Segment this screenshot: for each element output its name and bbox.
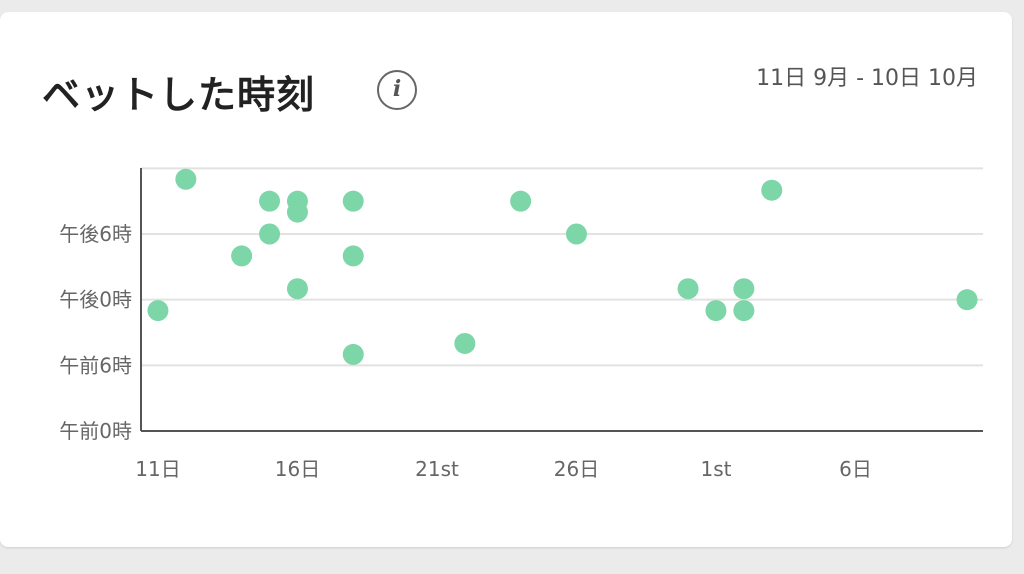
data-point[interactable] [733, 300, 755, 322]
x-tick-label: 1st [701, 457, 732, 481]
x-tick-label: 26日 [554, 457, 599, 481]
data-point[interactable] [565, 223, 587, 245]
data-point[interactable] [677, 278, 699, 300]
y-tick-label: 午後0時 [59, 288, 132, 312]
data-point[interactable] [956, 289, 978, 311]
y-tick-label: 午前6時 [59, 353, 132, 377]
y-tick-label: 午後6時 [59, 222, 132, 246]
data-point[interactable] [342, 245, 364, 267]
data-point[interactable] [761, 179, 783, 201]
data-point[interactable] [259, 223, 281, 245]
data-point[interactable] [705, 300, 727, 322]
data-point[interactable] [175, 168, 197, 190]
x-tick-label: 21st [415, 457, 459, 481]
data-point[interactable] [342, 343, 364, 365]
data-point[interactable] [733, 278, 755, 300]
chart-card [0, 12, 1012, 547]
data-point[interactable] [286, 201, 308, 223]
data-points [147, 168, 978, 365]
axes [140, 168, 983, 432]
data-point[interactable] [147, 300, 169, 322]
y-tick-label: 午前0時 [59, 419, 132, 443]
tick-labels: 午前0時 午前6時 午後0時 午後6時 11日 16日 21st 26日 1st 6日 [59, 222, 872, 481]
date-range: 11日 9月 - 10日 10月 [756, 66, 978, 91]
x-tick-label: 6日 [839, 457, 872, 481]
data-point[interactable] [454, 332, 476, 354]
grid-lines [141, 167, 983, 367]
x-tick-label: 11日 [135, 457, 180, 481]
info-icon[interactable]: i [377, 70, 417, 110]
data-point[interactable] [286, 278, 308, 300]
data-point[interactable] [342, 190, 364, 212]
data-point[interactable] [231, 245, 253, 267]
x-tick-label: 16日 [275, 457, 320, 481]
data-point[interactable] [259, 190, 281, 212]
data-point[interactable] [510, 190, 532, 212]
page-title: ベットした時刻 [42, 73, 316, 117]
